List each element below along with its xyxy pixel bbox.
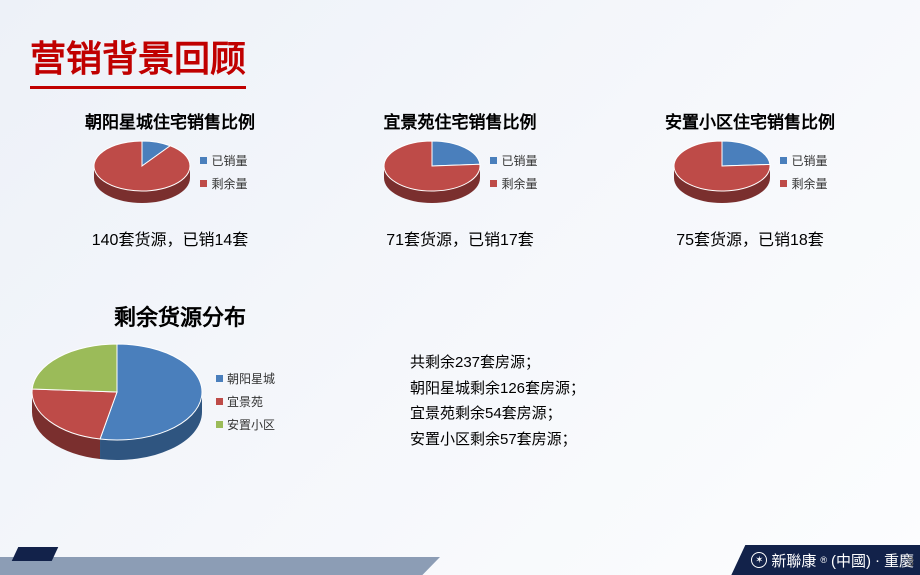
distribution-title: 剩余货源分布 <box>0 300 370 332</box>
legend-label: 剩余量 <box>211 175 247 192</box>
chart-anzhi: 安置小区住宅销售比例 已销量 剩余量 75套货源，已销18套 <box>610 108 890 250</box>
bottom-block: 剩余货源分布 朝阳星城 宜景苑 安置小区 共剩余237套房源； 朝阳星城剩余12… <box>30 300 890 467</box>
legend-marker-remain <box>780 180 787 187</box>
chart-chaoyang: 朝阳星城住宅销售比例 已销量 剩余量 140套货源，已销14套 <box>30 108 310 250</box>
legend: 已销量 剩余量 <box>780 152 827 198</box>
summary-line: 共剩余237套房源； <box>410 350 585 376</box>
summary-line: 宜景苑剩余54套房源； <box>410 401 585 427</box>
legend: 朝阳星城 宜景苑 安置小区 <box>216 370 275 439</box>
legend-marker-remain <box>200 180 207 187</box>
summary-text: 共剩余237套房源； 朝阳星城剩余126套房源； 宜景苑剩余54套房源； 安置小… <box>410 300 585 467</box>
legend: 已销量 剩余量 <box>200 152 247 198</box>
page-number: 3 <box>907 554 914 569</box>
legend-label: 安置小区 <box>227 416 275 433</box>
chart-caption: 75套货源，已销18套 <box>610 226 890 250</box>
summary-line: 安置小区剩余57套房源； <box>410 427 585 453</box>
chart-title: 朝阳星城住宅销售比例 <box>30 108 310 133</box>
pie-chart <box>92 139 192 210</box>
legend-label: 已销量 <box>211 152 247 169</box>
chart-title: 宜景苑住宅销售比例 <box>320 108 600 133</box>
footer-brand: ✶ 新聯康® (中國) · 重慶 <box>731 545 920 575</box>
small-charts-row: 朝阳星城住宅销售比例 已销量 剩余量 140套货源，已销14套 宜景苑住宅销售比… <box>30 108 890 250</box>
legend-marker <box>216 421 223 428</box>
brand-name: 新聯康 <box>771 550 816 571</box>
legend-marker <box>216 375 223 382</box>
legend-marker <box>216 398 223 405</box>
chart-caption: 71套货源，已销17套 <box>320 226 600 250</box>
brand-trademark: ® <box>820 555 827 565</box>
footer-bar: ✶ 新聯康® (中國) · 重慶 <box>0 545 920 575</box>
legend: 已销量 剩余量 <box>490 152 537 198</box>
legend-marker-remain <box>490 180 497 187</box>
chart-title: 安置小区住宅销售比例 <box>610 108 890 133</box>
legend-label: 已销量 <box>501 152 537 169</box>
legend-label: 宜景苑 <box>227 393 263 410</box>
legend-label: 已销量 <box>791 152 827 169</box>
legend-marker-sold <box>490 157 497 164</box>
footer-deco <box>0 557 440 575</box>
slide-title: 营销背景回顾 <box>30 30 246 89</box>
pie-chart <box>672 139 772 210</box>
chart-yijing: 宜景苑住宅销售比例 已销量 剩余量 71套货源，已销17套 <box>320 108 600 250</box>
pie-chart <box>30 342 204 467</box>
legend-label: 剩余量 <box>791 175 827 192</box>
legend-marker-sold <box>780 157 787 164</box>
distribution-chart: 剩余货源分布 朝阳星城 宜景苑 安置小区 <box>30 300 370 467</box>
summary-line: 朝阳星城剩余126套房源； <box>410 376 585 402</box>
legend-label: 剩余量 <box>501 175 537 192</box>
globe-icon: ✶ <box>751 552 767 568</box>
legend-label: 朝阳星城 <box>227 370 275 387</box>
legend-marker-sold <box>200 157 207 164</box>
brand-suffix: (中國) <box>831 550 871 571</box>
pie-chart <box>382 139 482 210</box>
brand-separator: · <box>875 552 880 569</box>
chart-caption: 140套货源，已销14套 <box>30 226 310 250</box>
